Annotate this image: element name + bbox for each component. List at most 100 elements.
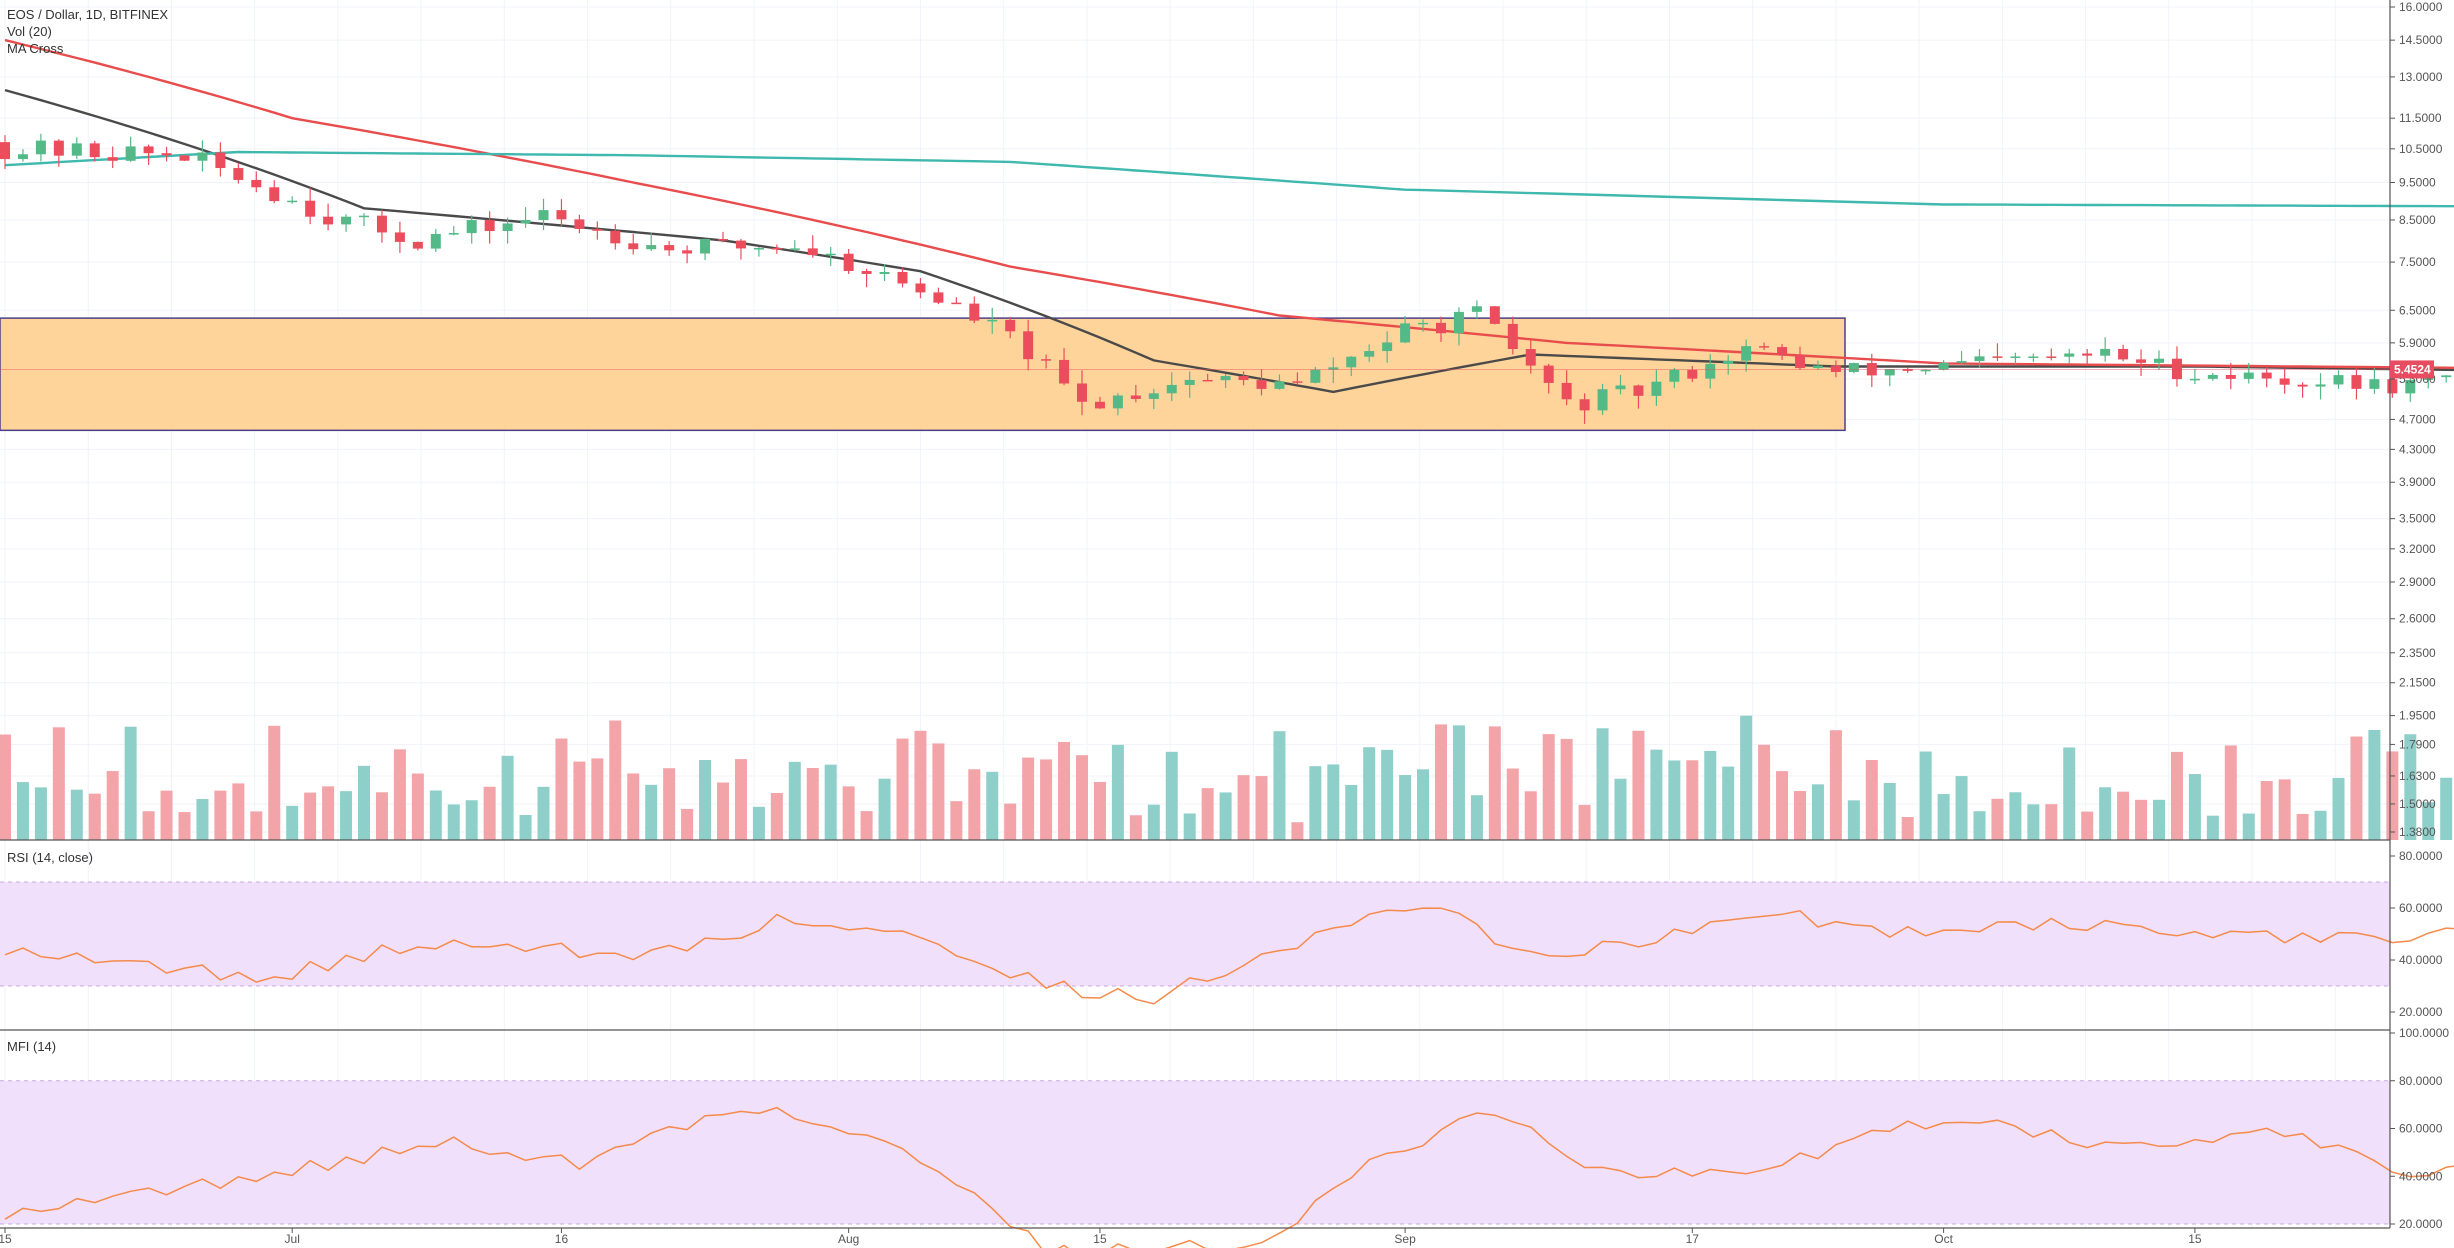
candle (771, 244, 782, 254)
volume-bar (663, 768, 676, 840)
candle-body (2225, 375, 2236, 379)
volume-bar (447, 804, 460, 840)
candle (969, 296, 980, 324)
candle-body (807, 248, 818, 256)
candle (2351, 367, 2362, 400)
price-tick-label: 4.7000 (2399, 412, 2436, 426)
candle (1597, 383, 1608, 415)
candle (538, 198, 549, 231)
candle-body (1202, 379, 1213, 382)
volume-bar (1686, 760, 1699, 840)
volume-bar (1183, 813, 1196, 840)
volume-bar (1560, 738, 1573, 840)
candle (1005, 316, 1016, 339)
candle-body (1651, 381, 1662, 396)
candle (1884, 368, 1895, 387)
last-price-tag-text: 5.4524 (2394, 362, 2431, 376)
candle (2046, 348, 2057, 361)
candle-body (1328, 367, 1339, 370)
candle (682, 245, 693, 264)
candle-body (107, 157, 118, 161)
candle-body (1005, 319, 1016, 332)
volume-bar (1309, 766, 1322, 840)
candle-body (718, 238, 728, 241)
candle-body (915, 283, 926, 293)
candle (107, 146, 118, 169)
volume-bar (2045, 804, 2058, 840)
rsi-tick-label: 20.0000 (2399, 1005, 2443, 1019)
volume-bar (1435, 724, 1447, 840)
volume-bar (842, 786, 855, 840)
candle (1848, 362, 1859, 374)
candle (1418, 319, 1429, 332)
symbol-title: EOS / Dollar, 1D, BITFINEX (7, 7, 169, 22)
volume-bar (1650, 749, 1663, 840)
candle-body (520, 220, 531, 224)
volume-bar (340, 791, 353, 840)
candle (1938, 360, 1949, 371)
candle-body (1615, 385, 1626, 390)
candle-body (359, 215, 369, 218)
volume-bar (986, 771, 999, 840)
volume-bar (2260, 781, 2273, 840)
volume-bar (1632, 730, 1645, 840)
candle-body (1184, 379, 1195, 385)
candle (735, 238, 746, 260)
price-tick-label: 11.5000 (2399, 111, 2442, 125)
volume-bar (1129, 815, 1142, 840)
ma-short-line (4, 88, 2454, 394)
candle-body (89, 143, 100, 158)
candle (1112, 393, 1123, 416)
candle (1489, 305, 1500, 325)
price-tick-label: 2.6000 (2399, 612, 2436, 626)
price-tick-label: 1.7900 (2399, 737, 2436, 751)
volume-bar (1255, 776, 1268, 840)
candle-body (1112, 395, 1123, 409)
candle (1777, 343, 1788, 361)
volume-bar (1076, 755, 1088, 840)
volume-bar (788, 761, 801, 840)
candle-body (1848, 363, 1859, 372)
candle-body (879, 271, 890, 274)
candle-body (412, 241, 423, 249)
volume-bar (681, 808, 694, 840)
price-tick-label: 1.3800 (2399, 825, 2436, 839)
time-tick-label: 15 (0, 1232, 12, 1246)
volume-bar (1776, 771, 1789, 840)
candle (2243, 362, 2254, 384)
candle-body (1597, 389, 1608, 411)
candle (1812, 360, 1823, 370)
volume-bar (1345, 784, 1358, 840)
volume-bar (196, 799, 209, 840)
candle (1274, 374, 1285, 390)
candle (161, 146, 172, 162)
candle-body (1489, 306, 1500, 324)
volume-bar (304, 792, 317, 840)
candle (17, 149, 28, 162)
candle (1920, 369, 1931, 375)
candle (323, 203, 334, 231)
volume-bar (1327, 764, 1340, 840)
volume-bar (896, 738, 909, 840)
volume-bar (2081, 811, 2094, 840)
candle-body (197, 152, 208, 161)
candle-body (610, 230, 621, 244)
volume-bar (519, 815, 532, 840)
candle (1436, 316, 1446, 342)
candle-body (1023, 331, 1034, 360)
volume-bar (1147, 804, 1160, 840)
volume-bar (1740, 715, 1753, 840)
candle (520, 207, 531, 228)
volume-bar (717, 782, 729, 840)
rsi-tick-label: 80.0000 (2399, 849, 2443, 863)
price-tick-label: 4.3000 (2399, 442, 2436, 456)
candle-body (2100, 348, 2111, 356)
candle-body (251, 179, 262, 188)
volume-bar (2063, 747, 2076, 840)
candle (1902, 367, 1913, 374)
volume-bar (860, 811, 873, 840)
candle (646, 232, 657, 251)
volume-bar (1093, 781, 1106, 840)
candle (341, 214, 352, 232)
